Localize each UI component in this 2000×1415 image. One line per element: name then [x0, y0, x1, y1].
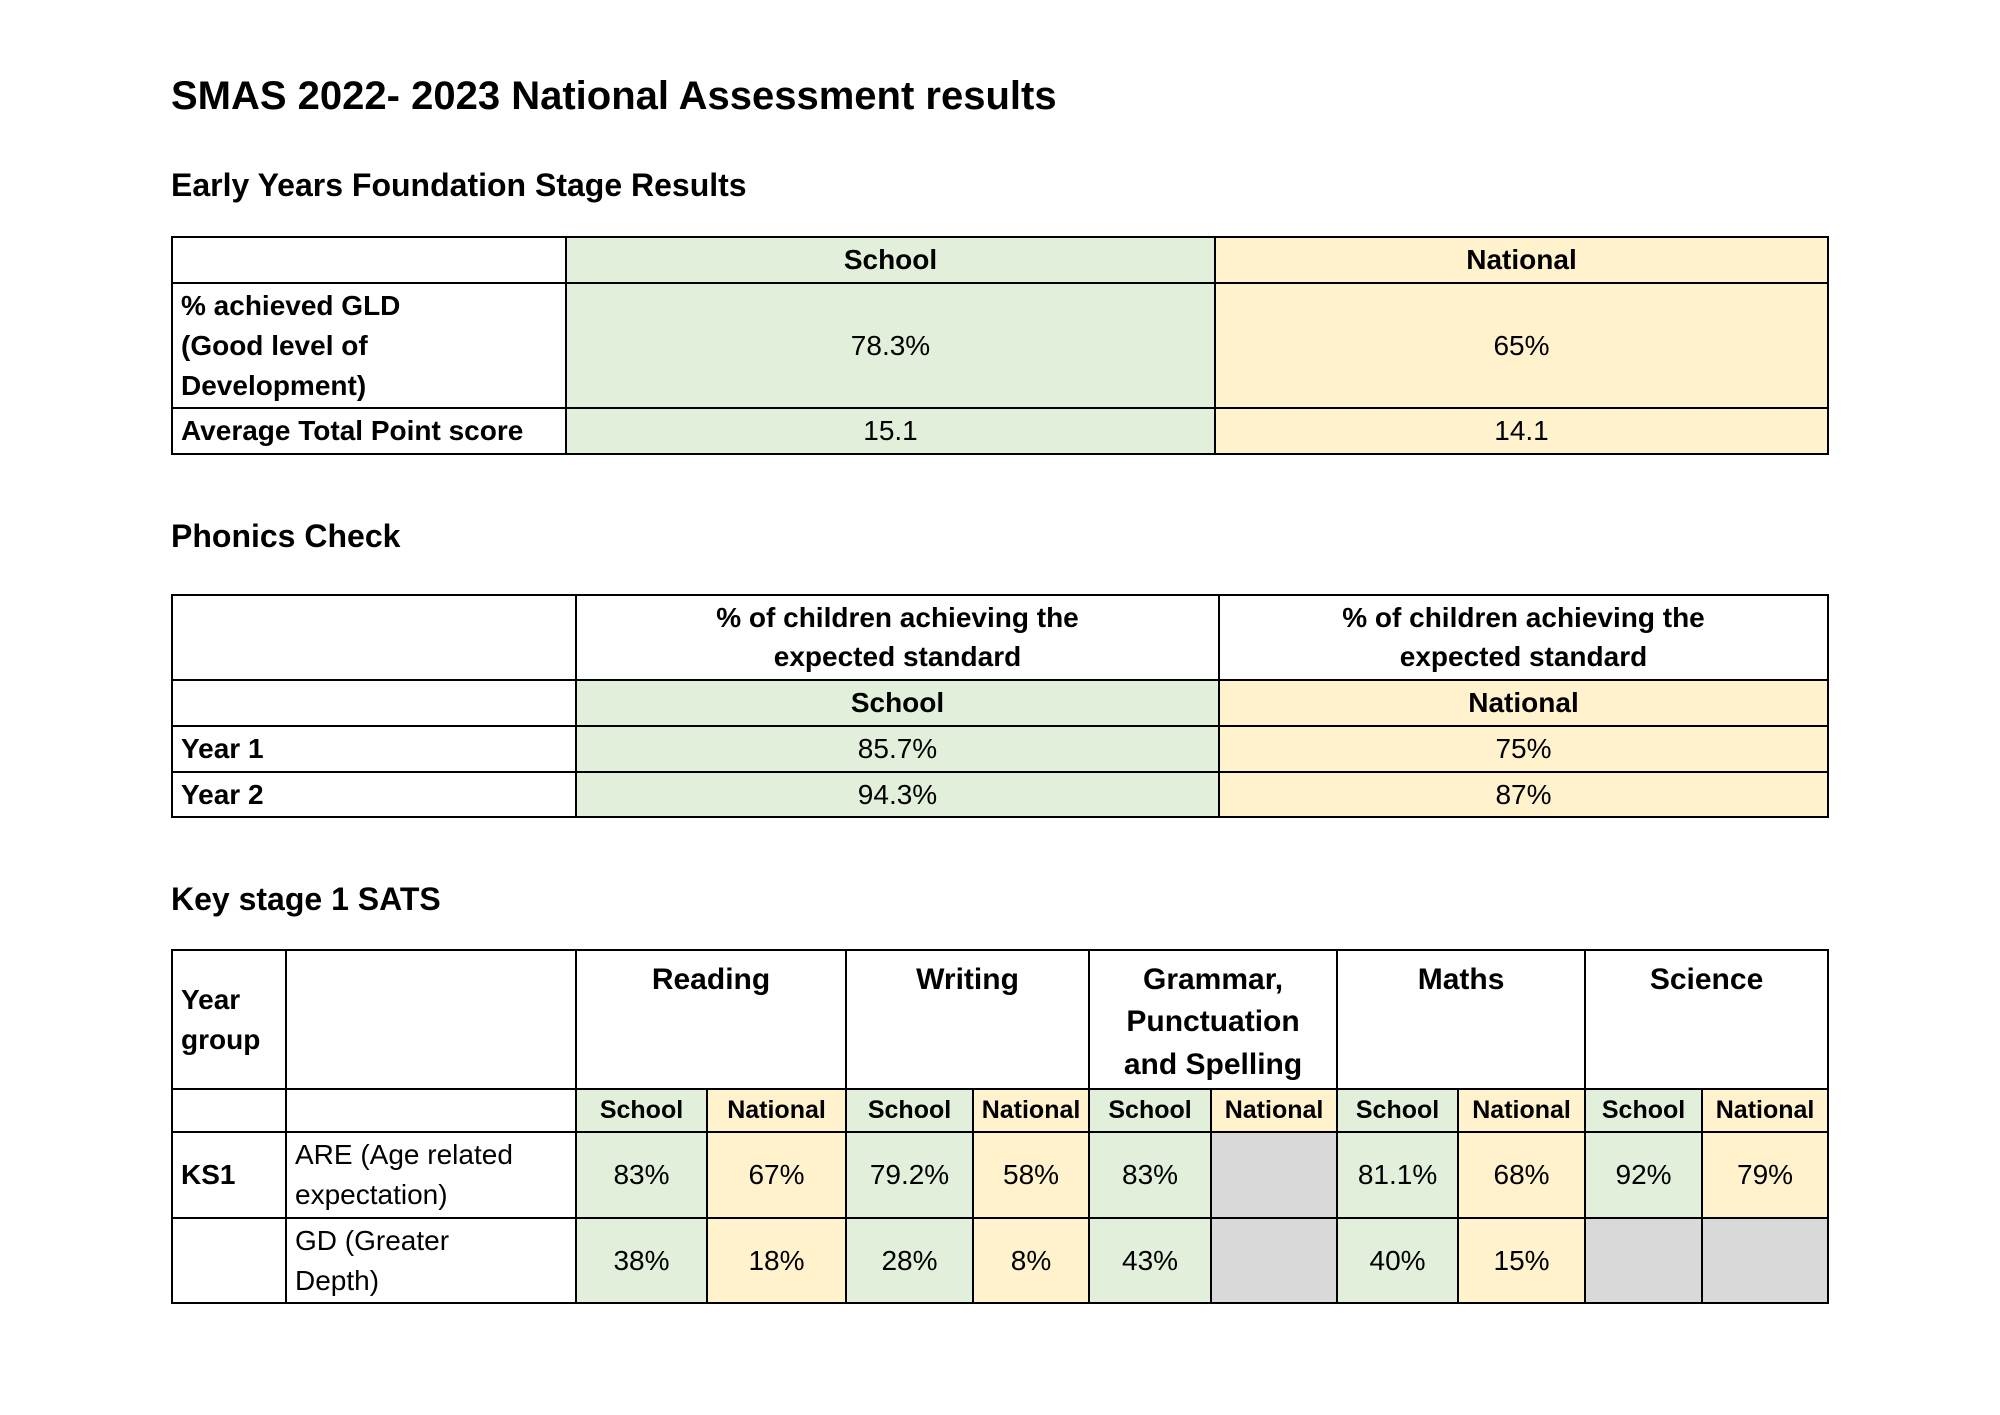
ks1-gd-maths-national: 15% — [1457, 1216, 1587, 1305]
ks1-reading-school-header: School — [575, 1088, 708, 1134]
ks1-subject-maths: Maths — [1336, 948, 1587, 1091]
ks1-gd-reading-national: 18% — [705, 1216, 848, 1305]
table-row: Year 1 85.7% 75% — [171, 724, 1829, 773]
eyfs-points-school-value: 15.1 — [565, 407, 1216, 456]
ks1-gd-maths-school: 40% — [1336, 1216, 1460, 1305]
ks1-gd-yeargroup — [171, 1216, 287, 1305]
table-row: School National — [171, 236, 1829, 285]
section-heading-phonics: Phonics Check — [171, 518, 401, 555]
ks1-year-group-header: Year group — [171, 948, 287, 1091]
ks1-subject-reading: Reading — [574, 948, 848, 1091]
ks1-are-science-school: 92% — [1584, 1131, 1704, 1219]
ks1-are-grammar-national — [1210, 1131, 1339, 1219]
ks1-empty-cell — [171, 1088, 287, 1134]
page-title: SMAS 2022- 2023 National Assessment resu… — [171, 74, 1057, 118]
ks1-reading-national-header: National — [705, 1088, 848, 1134]
phonics-year1-school-value: 85.7% — [575, 724, 1220, 773]
eyfs-gld-national-value: 65% — [1214, 282, 1829, 410]
ks1-are-science-national: 79% — [1701, 1131, 1830, 1219]
phonics-school-header: School — [575, 679, 1220, 727]
ks1-are-maths-school: 81.1% — [1336, 1131, 1460, 1219]
phonics-year2-national-value: 87% — [1218, 770, 1829, 819]
eyfs-school-header: School — [565, 236, 1216, 285]
section-heading-ks1: Key stage 1 SATS — [171, 881, 441, 918]
eyfs-national-header: National — [1214, 236, 1829, 285]
ks1-sats-table: Year group Reading Writing Grammar, Punc… — [171, 948, 1830, 1305]
table-row: % of children achieving the expected sta… — [171, 593, 1829, 682]
phonics-year2-label: Year 2 — [171, 770, 577, 819]
table-row: % achieved GLD (Good level of Developmen… — [171, 282, 1829, 410]
ks1-are-reading-national: 67% — [705, 1131, 848, 1219]
ks1-empty-cell — [285, 1088, 577, 1134]
table-row: KS1 ARE (Age related expectation) 83% 67… — [171, 1131, 1830, 1219]
ks1-writing-school-header: School — [845, 1088, 975, 1134]
table-row: Year 2 94.3% 87% — [171, 770, 1829, 819]
eyfs-results-table: School National % achieved GLD (Good lev… — [171, 236, 1829, 456]
table-row: Year group Reading Writing Grammar, Punc… — [171, 948, 1830, 1091]
ks1-subject-writing: Writing — [845, 948, 1091, 1091]
phonics-year1-label: Year 1 — [171, 724, 577, 773]
table-row: Average Total Point score 15.1 14.1 — [171, 407, 1829, 456]
eyfs-points-label: Average Total Point score — [171, 407, 567, 456]
ks1-are-grammar-school: 83% — [1088, 1131, 1213, 1219]
eyfs-points-national-value: 14.1 — [1214, 407, 1829, 456]
section-heading-eyfs: Early Years Foundation Stage Results — [171, 167, 747, 203]
ks1-empty-header-cell — [285, 948, 577, 1091]
ks1-grammar-national-header: National — [1210, 1088, 1339, 1134]
ks1-maths-school-header: School — [1336, 1088, 1460, 1134]
table-row: School National — [171, 679, 1829, 727]
ks1-gd-writing-school: 28% — [845, 1216, 975, 1305]
ks1-are-writing-national: 58% — [972, 1131, 1091, 1219]
phonics-check-table: % of children achieving the expected sta… — [171, 593, 1829, 819]
eyfs-gld-school-value: 78.3% — [565, 282, 1216, 410]
ks1-are-maths-national: 68% — [1457, 1131, 1587, 1219]
ks1-subject-grammar: Grammar, Punctuation and Spelling — [1088, 948, 1339, 1091]
ks1-gd-science-school — [1584, 1216, 1704, 1305]
phonics-merged-header-school: % of children achieving the expected sta… — [575, 593, 1220, 682]
phonics-corner-cell — [171, 593, 577, 682]
eyfs-gld-label: % achieved GLD (Good level of Developmen… — [171, 282, 567, 410]
table-row: School National School National School N… — [171, 1088, 1830, 1134]
phonics-year2-school-value: 94.3% — [575, 770, 1220, 819]
ks1-writing-national-header: National — [972, 1088, 1091, 1134]
ks1-are-reading-school: 83% — [575, 1131, 708, 1219]
ks1-are-yeargroup: KS1 — [171, 1131, 287, 1219]
ks1-are-writing-school: 79.2% — [845, 1131, 975, 1219]
phonics-empty-cell — [171, 679, 577, 727]
phonics-year1-national-value: 75% — [1218, 724, 1829, 773]
ks1-grammar-school-header: School — [1088, 1088, 1213, 1134]
phonics-national-header: National — [1218, 679, 1829, 727]
table-row: GD (Greater Depth) 38% 18% 28% 8% 43% 40… — [171, 1216, 1830, 1305]
ks1-gd-grammar-school: 43% — [1088, 1216, 1213, 1305]
ks1-gd-label: GD (Greater Depth) — [285, 1216, 577, 1305]
phonics-merged-header-national: % of children achieving the expected sta… — [1218, 593, 1829, 682]
ks1-gd-reading-school: 38% — [575, 1216, 708, 1305]
ks1-subject-science: Science — [1584, 948, 1830, 1091]
ks1-are-label: ARE (Age related expectation) — [285, 1131, 577, 1219]
ks1-gd-science-national — [1701, 1216, 1830, 1305]
ks1-gd-writing-national: 8% — [972, 1216, 1091, 1305]
ks1-science-school-header: School — [1584, 1088, 1704, 1134]
ks1-maths-national-header: National — [1457, 1088, 1587, 1134]
ks1-gd-grammar-national — [1210, 1216, 1339, 1305]
ks1-science-national-header: National — [1701, 1088, 1830, 1134]
eyfs-corner-cell — [171, 236, 567, 285]
